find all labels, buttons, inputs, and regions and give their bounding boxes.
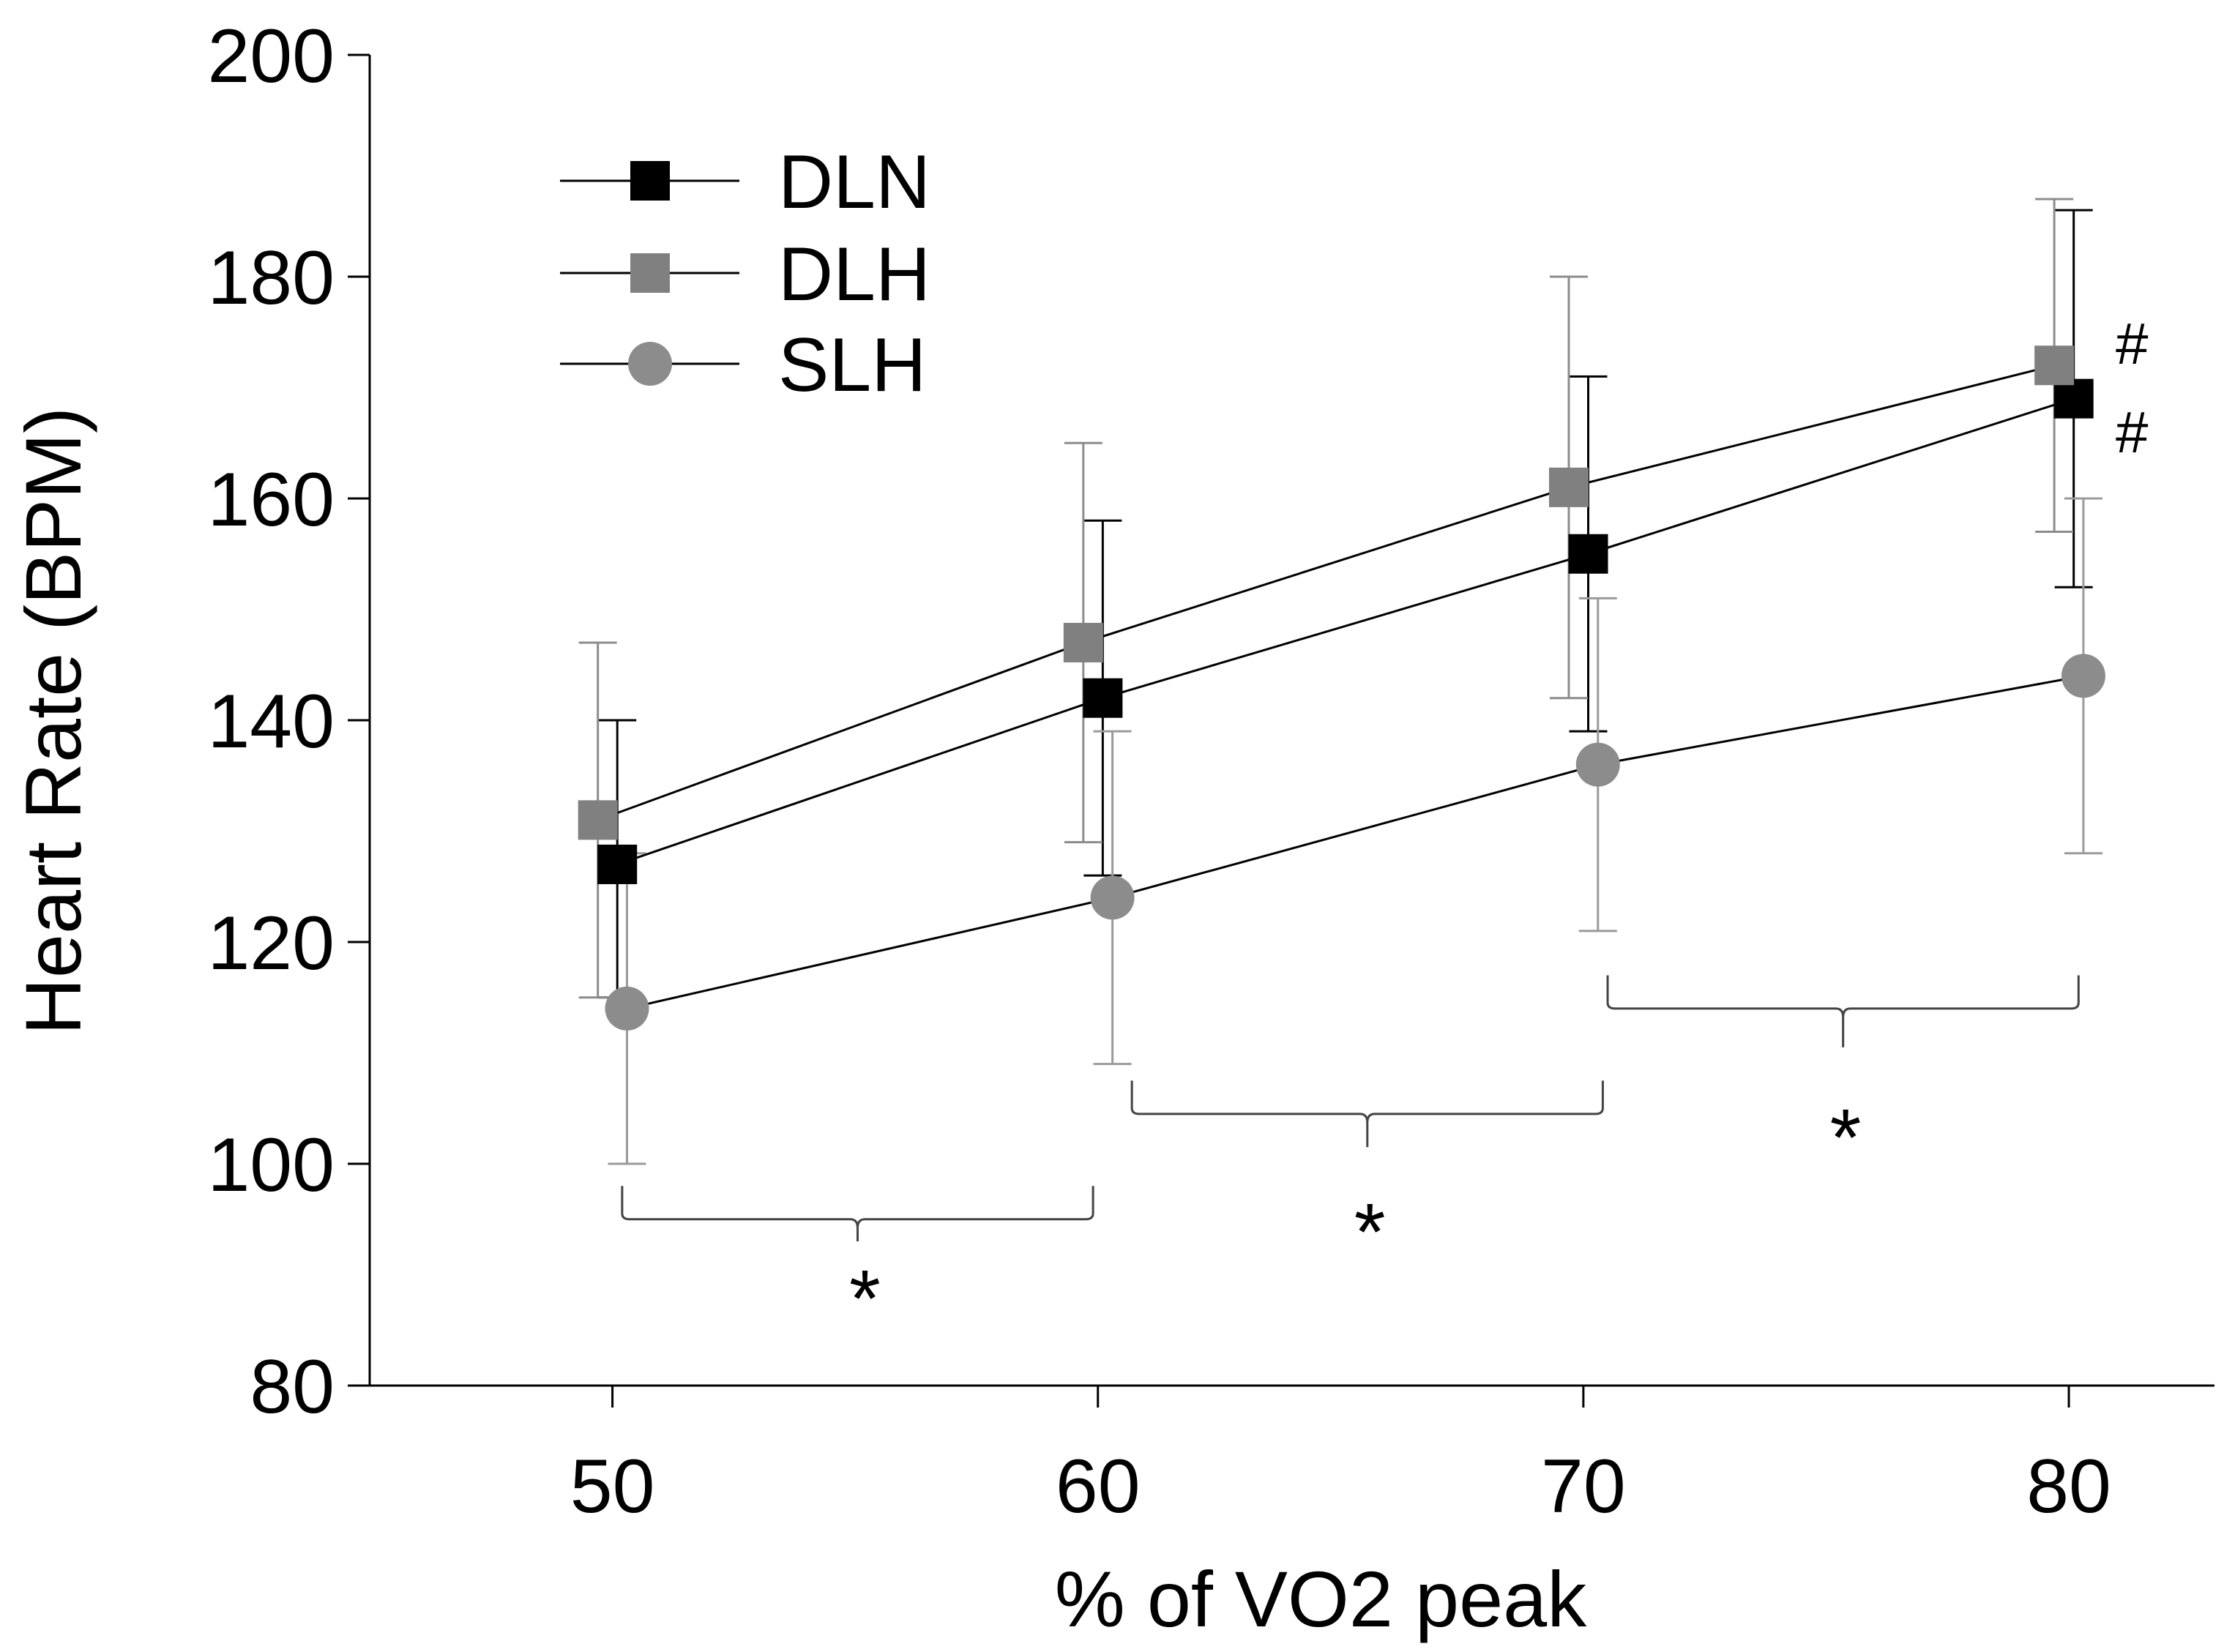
data-point-slh [2061,654,2105,698]
y-tick-label: 80 [250,1345,335,1429]
series-lines [597,364,2084,1010]
x-tick-label: 60 [1056,1444,1141,1529]
legend-marker-slh [628,342,672,386]
annotations: * * * # # [621,311,2149,1344]
x-tick-label: 70 [1541,1444,1626,1529]
series-line-dln [616,397,2075,866]
significance-hash: # [2116,400,2149,465]
x-axis-title: % of VO2 peak [1055,1555,1587,1643]
data-point-dlh [1549,467,1589,507]
y-tick-label: 200 [207,14,335,99]
y-axis-title: Heart Rate (BPM) [9,407,97,1035]
legend-label-slh: SLH [778,323,926,408]
data-point-dlh [2034,345,2075,386]
x-tick-label: 50 [570,1444,655,1529]
axes: 80 100 120 140 160 180 200 50 60 70 80 [207,14,2214,1529]
significance-bracket [1606,975,2080,1047]
legend-label-dlh: DLH [778,232,930,317]
significance-asterisk: * [849,1254,881,1344]
significance-hash: # [2116,311,2149,376]
significance-bracket [621,1186,1094,1242]
data-point-slh [605,986,649,1031]
significance-asterisk: * [1830,1093,1862,1183]
y-tick-label: 180 [207,236,335,321]
y-tick-label: 160 [207,457,335,542]
legend-label-dln: DLN [778,140,930,225]
legend-marker-dlh [630,253,670,293]
data-point-slh [1090,875,1135,920]
data-point-dln [1568,534,1608,574]
significance-asterisk: * [1354,1187,1386,1277]
data-point-dlh [578,800,618,840]
legend-marker-dln [630,161,670,201]
data-point-dlh [1063,622,1103,662]
series-line-dlh [597,364,2055,821]
y-tick-label: 100 [207,1123,335,1208]
y-tick-label: 120 [207,901,335,986]
significance-bracket [1130,1080,1604,1148]
data-point-dln [597,844,638,884]
data-point-dln [2053,378,2094,419]
markers [578,345,2105,1031]
data-point-slh [1575,742,1620,787]
y-tick-label: 140 [207,679,335,764]
data-point-dln [1083,678,1123,718]
x-tick-label: 80 [2026,1444,2111,1529]
series-line-slh [627,674,2084,1010]
